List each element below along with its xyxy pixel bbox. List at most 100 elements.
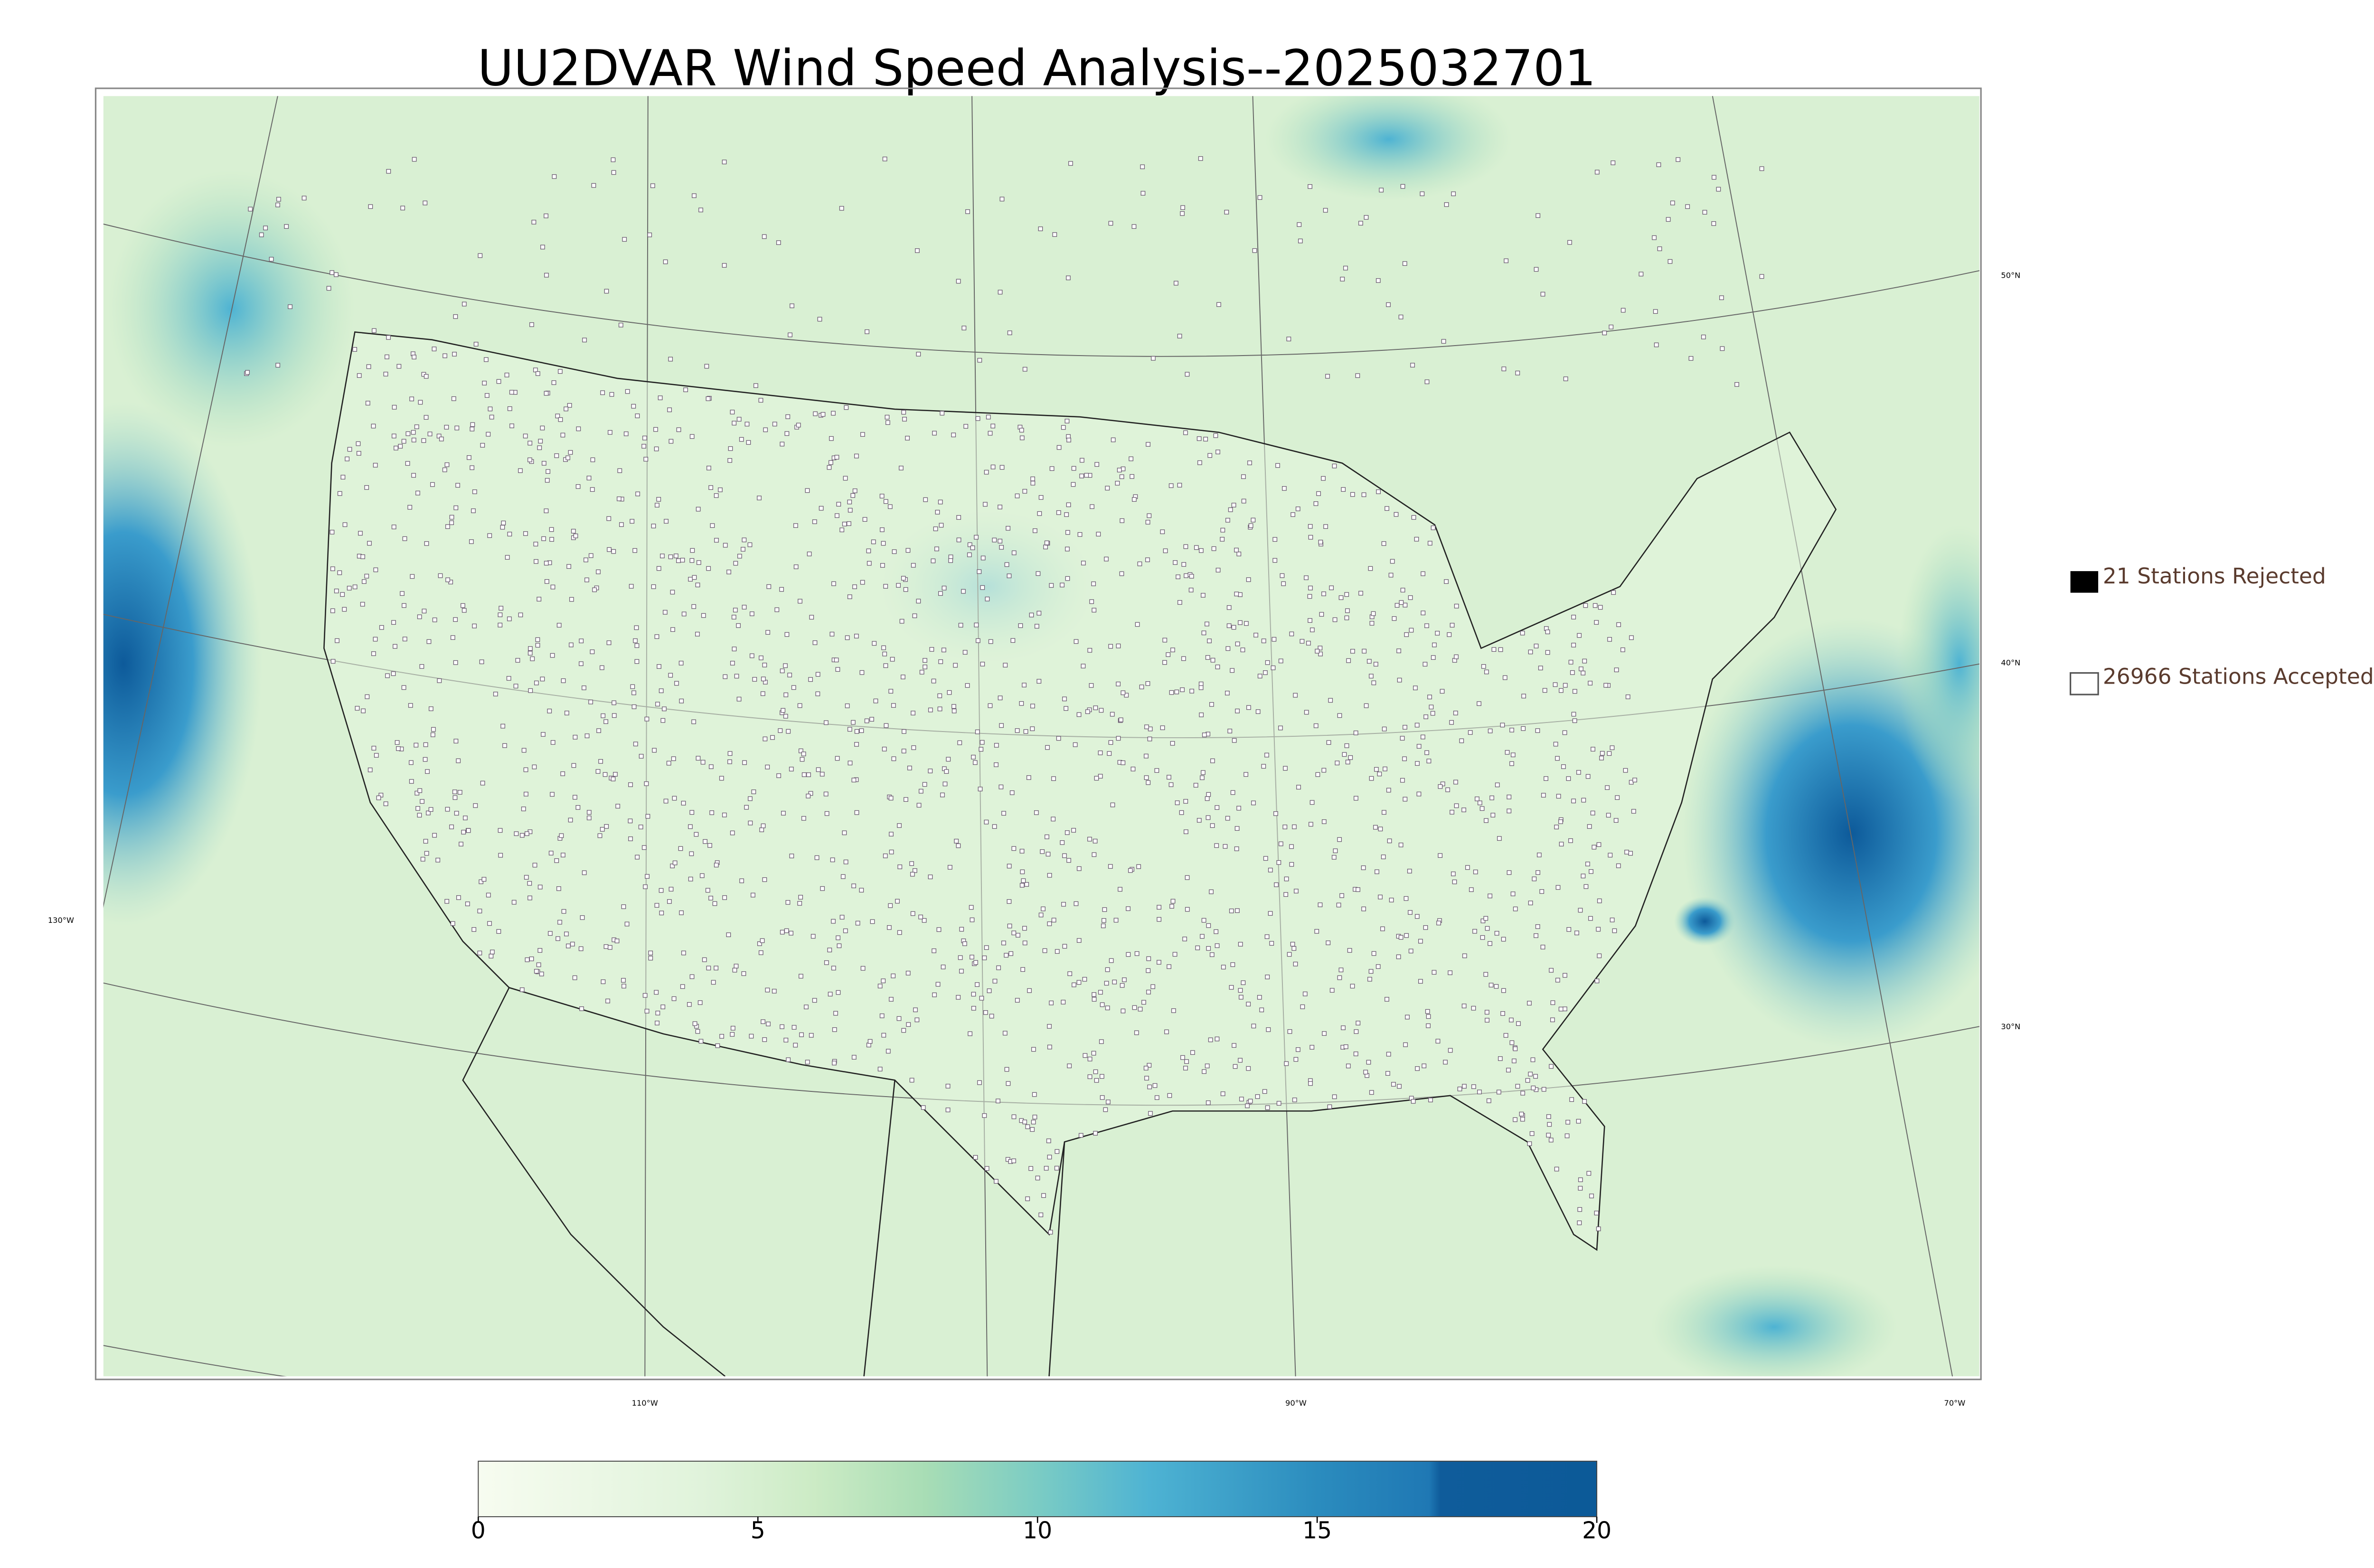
station (1338, 967, 1344, 973)
station (736, 417, 742, 422)
station (330, 270, 334, 275)
station (550, 740, 556, 745)
station (932, 431, 937, 436)
station (1734, 382, 1739, 387)
station (660, 718, 666, 723)
station (1246, 705, 1251, 710)
station (1513, 1046, 1518, 1052)
station (975, 416, 980, 421)
station (1428, 1098, 1433, 1103)
station (1265, 1105, 1270, 1110)
station (683, 387, 688, 393)
station (1056, 736, 1061, 741)
station (783, 692, 789, 697)
station (467, 455, 471, 460)
station (465, 901, 470, 906)
station (911, 711, 915, 715)
station (730, 410, 735, 414)
station (1559, 688, 1564, 693)
station (479, 879, 484, 884)
station (1404, 632, 1409, 637)
station (992, 824, 997, 829)
station (1214, 843, 1219, 848)
station (1583, 884, 1589, 889)
station (1529, 1131, 1535, 1136)
station (860, 966, 866, 971)
station (1210, 758, 1215, 763)
station (1534, 267, 1539, 272)
station (461, 829, 466, 835)
station (444, 462, 450, 467)
station (423, 742, 428, 747)
station (355, 706, 360, 711)
station (1181, 562, 1187, 567)
station (597, 833, 603, 838)
station (623, 431, 629, 436)
station (1495, 782, 1500, 788)
station (1293, 1057, 1299, 1062)
station (1209, 952, 1215, 957)
station (1201, 593, 1206, 598)
station (901, 410, 906, 415)
station (701, 613, 706, 618)
station (1185, 875, 1190, 880)
station (409, 760, 414, 765)
station (664, 519, 669, 524)
station (1371, 611, 1376, 616)
station (689, 558, 695, 563)
station (854, 729, 859, 734)
station (1350, 492, 1355, 497)
station (994, 743, 999, 748)
station (596, 728, 601, 733)
station (814, 855, 820, 860)
station (1022, 366, 1027, 372)
station (402, 637, 407, 641)
station (1605, 785, 1610, 790)
station (1289, 862, 1294, 867)
station (1291, 512, 1295, 517)
station (970, 545, 975, 550)
station (882, 747, 887, 751)
station (596, 569, 601, 574)
station (368, 204, 373, 209)
station (851, 1055, 857, 1060)
station (999, 197, 1005, 202)
station (471, 508, 476, 513)
station (901, 749, 906, 753)
station (1025, 1124, 1030, 1129)
station (1154, 768, 1159, 773)
station (727, 751, 733, 756)
station (691, 719, 696, 724)
station (1435, 630, 1440, 636)
station (1488, 893, 1492, 899)
station (961, 326, 967, 330)
station (974, 535, 979, 540)
station (887, 504, 893, 509)
station (1366, 659, 1372, 664)
station (573, 795, 577, 800)
station (1033, 528, 1037, 533)
station (410, 574, 415, 579)
station (779, 587, 784, 592)
station (1631, 809, 1636, 814)
station (1199, 712, 1204, 717)
station (1206, 1100, 1211, 1105)
station (422, 609, 427, 614)
station (828, 992, 833, 996)
station (722, 895, 727, 900)
station (1038, 495, 1044, 500)
station (1361, 492, 1366, 498)
station (696, 756, 701, 761)
station (614, 939, 620, 943)
station (933, 526, 938, 531)
station (1099, 1074, 1104, 1079)
station (632, 548, 637, 553)
station (1366, 1060, 1371, 1065)
station (549, 527, 554, 532)
station (1343, 265, 1348, 271)
station (426, 810, 431, 816)
station (1507, 808, 1512, 814)
station (1051, 817, 1056, 822)
station (956, 279, 961, 284)
station (866, 548, 871, 554)
